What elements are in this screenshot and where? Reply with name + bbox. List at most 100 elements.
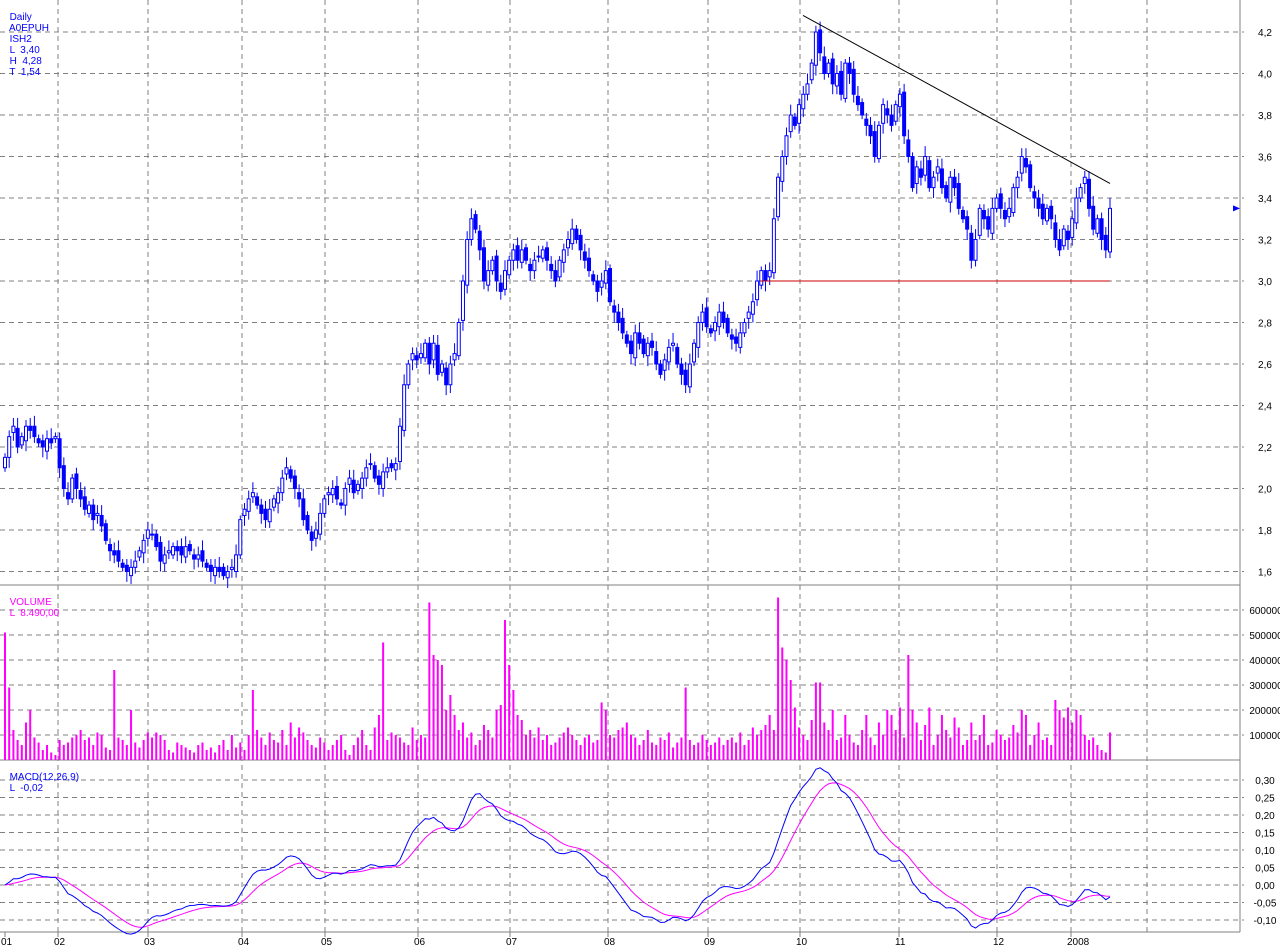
candle-down xyxy=(792,116,797,126)
candle-up xyxy=(1074,197,1079,224)
volume-bar xyxy=(176,742,179,760)
volume-bar xyxy=(482,725,485,760)
volume-bar xyxy=(1020,710,1023,760)
candle-up xyxy=(196,554,201,560)
candle-up xyxy=(771,218,776,274)
candle-down xyxy=(339,502,344,506)
candle-up xyxy=(162,554,167,564)
volume-bar xyxy=(214,752,217,760)
volume-header: VOLUME L 8.490,00 xyxy=(4,586,60,619)
volume-bar xyxy=(756,735,759,760)
volume-bar xyxy=(1100,750,1103,760)
volume-bar xyxy=(440,665,443,760)
candle-up xyxy=(566,239,571,249)
volume-bar xyxy=(554,742,557,760)
candle-down xyxy=(582,251,587,261)
volume-bar xyxy=(46,745,49,760)
volume-bar xyxy=(373,727,376,760)
volume-bar xyxy=(197,745,200,760)
volume-bar xyxy=(499,705,502,760)
volume-bar xyxy=(201,742,204,760)
volume-bar xyxy=(571,735,574,760)
macd-tick-label: 0,15 xyxy=(1255,829,1275,840)
volume-bar xyxy=(163,740,166,760)
volume-bar xyxy=(760,730,763,760)
volume-bar xyxy=(1037,722,1040,760)
candle-up xyxy=(225,571,230,579)
volume-bar xyxy=(419,735,422,760)
x-tick-label: 12 xyxy=(993,937,1005,948)
candle-down xyxy=(1091,205,1096,230)
candle-up xyxy=(326,492,331,496)
candle-up xyxy=(1078,187,1083,199)
candle-up xyxy=(95,512,100,516)
volume-bar xyxy=(781,647,784,760)
volume-bar xyxy=(193,752,196,760)
volume-bar xyxy=(331,745,334,760)
candle-down xyxy=(515,245,520,261)
volume-bar xyxy=(567,727,570,760)
candle-down xyxy=(263,508,268,521)
volume-bar xyxy=(743,745,746,760)
candle-down xyxy=(108,544,113,552)
x-tick-label: 2008 xyxy=(1067,937,1090,948)
volume-bar xyxy=(634,737,637,760)
volume-bar xyxy=(882,735,885,760)
candle-up xyxy=(511,249,516,261)
volume-bar xyxy=(550,745,553,760)
volume-bar xyxy=(1041,740,1044,760)
candle-down xyxy=(860,102,865,116)
volume-bar xyxy=(609,735,612,760)
candle-up xyxy=(166,550,171,554)
candle-up xyxy=(360,477,365,489)
volume-bar xyxy=(386,740,389,760)
candle-up xyxy=(519,249,524,263)
candle-down xyxy=(734,336,739,344)
x-tick-label: 07 xyxy=(506,937,518,948)
candle-down xyxy=(872,131,877,158)
volume-bar xyxy=(104,747,107,760)
volume-bar xyxy=(209,747,212,760)
volume-bar xyxy=(151,737,154,760)
candle-up xyxy=(759,270,764,286)
volume-bar xyxy=(281,730,284,760)
volume-bar xyxy=(58,740,61,760)
candle-down xyxy=(1002,209,1007,220)
x-tick-label: 02 xyxy=(54,937,66,948)
price-tick-label: 2,0 xyxy=(1258,485,1272,496)
volume-bar xyxy=(747,740,750,760)
volume-bar xyxy=(957,727,960,760)
candle-down xyxy=(918,168,923,178)
volume-bar xyxy=(911,710,914,760)
volume-bar xyxy=(508,665,511,760)
candle-up xyxy=(393,463,398,471)
volume-bar xyxy=(966,740,969,760)
candle-down xyxy=(683,369,688,386)
candle-up xyxy=(465,239,470,286)
volume-bar xyxy=(1033,735,1036,760)
volume-bar xyxy=(726,740,729,760)
macd-tick-label: -0,10 xyxy=(1254,916,1277,927)
last-price-marker xyxy=(1233,205,1240,212)
volume-bar xyxy=(991,742,994,760)
volume-bar xyxy=(415,740,418,760)
candle-down xyxy=(981,209,986,220)
period-label: Daily xyxy=(9,12,32,23)
candle-up xyxy=(788,114,793,133)
volume-bar xyxy=(16,740,19,760)
volume-bar xyxy=(478,740,481,760)
candle-down xyxy=(301,498,306,521)
candle-up xyxy=(456,322,461,357)
candle-down xyxy=(956,182,961,209)
volume-bar xyxy=(25,722,28,760)
candle-up xyxy=(322,498,327,514)
candle-down xyxy=(721,311,726,323)
volume-bar xyxy=(861,730,864,760)
volume-bar xyxy=(491,737,494,760)
candle-up xyxy=(1061,228,1066,247)
volume-bar xyxy=(1083,735,1086,760)
volume-bar xyxy=(1087,740,1090,760)
volume-bar xyxy=(222,740,225,760)
candle-down xyxy=(578,234,583,251)
candle-up xyxy=(7,436,12,458)
